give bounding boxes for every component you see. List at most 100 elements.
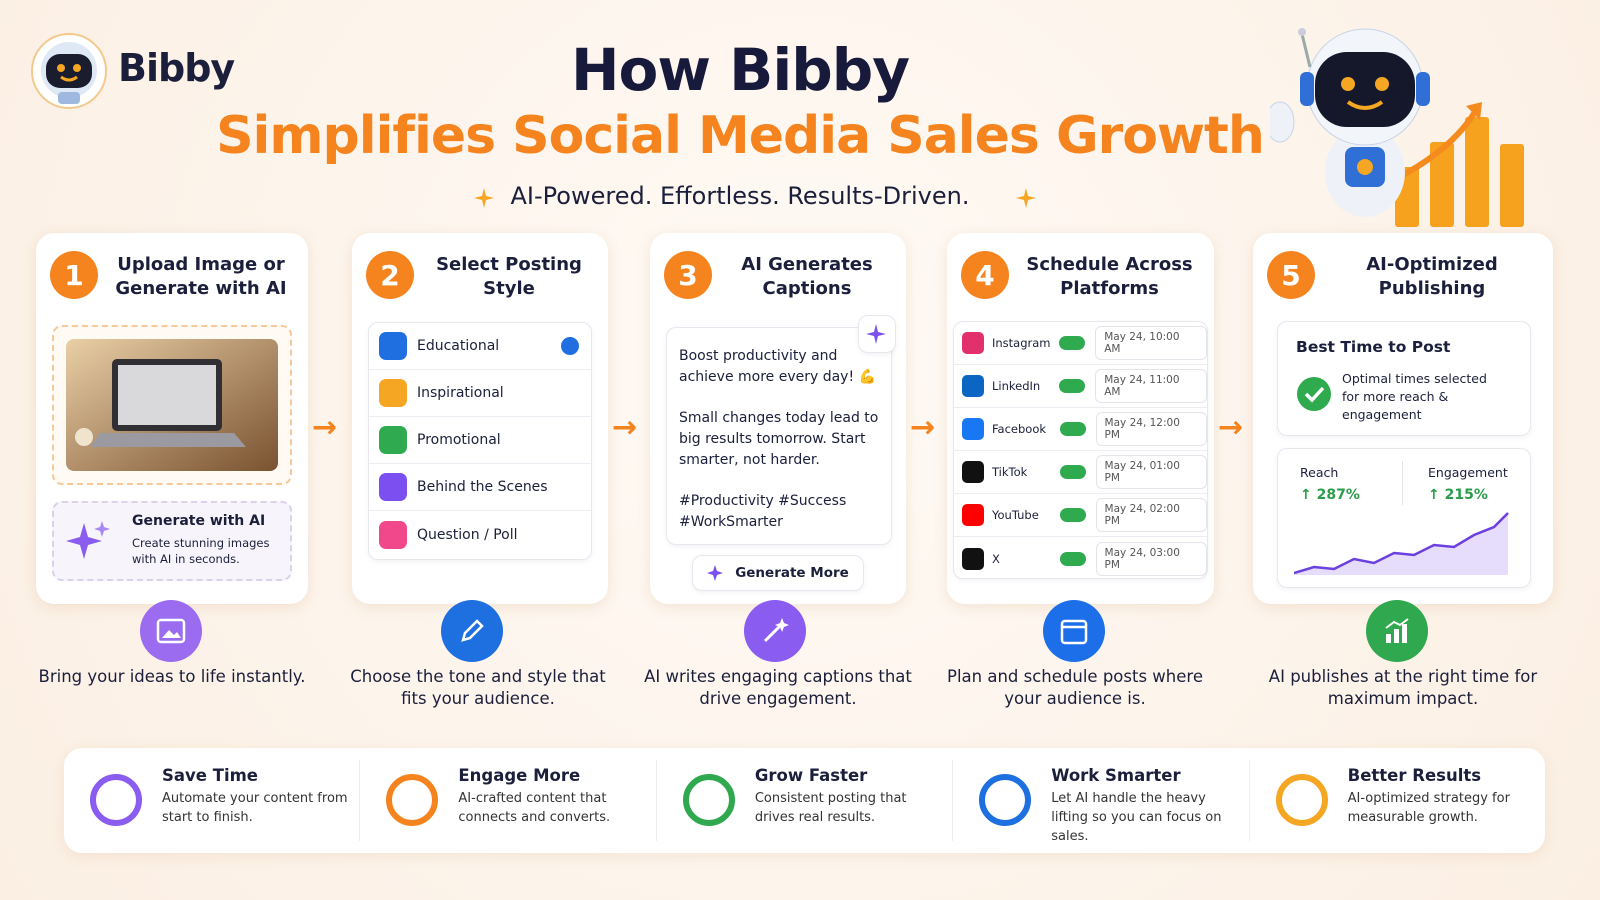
benefit-text-block: Better Results AI-optimized strategy for … (1348, 766, 1535, 827)
option-icon (379, 379, 407, 407)
sparkle-icon (66, 521, 110, 559)
flow-arrow: → (312, 410, 338, 445)
step-card: 5 AI-Optimized Publishing Best Time to P… (1253, 233, 1553, 604)
benefit-text-block: Grow Faster Consistent posting that drive… (755, 766, 942, 827)
option-icon (379, 426, 407, 454)
option-label: Educational (417, 338, 500, 354)
step-card: 3 AI Generates Captions Boost productivi… (650, 233, 906, 604)
metric-label: Engagement (1428, 465, 1508, 480)
caption-paragraph: Boost productivity and achieve more ever… (679, 348, 876, 385)
sparkle (474, 188, 494, 208)
magic-icon (763, 618, 789, 643)
platform-icon (962, 418, 984, 440)
platform-row: X May 24, 03:00 PM (954, 537, 1207, 580)
step-title: AI Generates Captions (741, 254, 873, 299)
platform-row: Instagram May 24, 10:00 AM (954, 322, 1207, 365)
benefit-title: Engage More (458, 766, 581, 785)
step-card: 1 Upload Image or Generate with AI Gener… (36, 233, 308, 604)
flow-arrow: → (612, 410, 638, 445)
platform-row: YouTube May 24, 02:00 PM (954, 494, 1207, 537)
toggle[interactable] (1059, 508, 1086, 522)
option-label: Promotional (417, 432, 501, 448)
sparkle-icon (866, 324, 886, 344)
metric-value: ↑ 287% (1300, 487, 1360, 503)
benefits-bar: Save Time Automate your content from star… (64, 748, 1545, 853)
option-icon (379, 332, 407, 360)
benefit-title: Better Results (1347, 766, 1482, 785)
platform-icon (962, 504, 984, 526)
check-icon (1297, 377, 1331, 411)
step-icon (140, 600, 202, 662)
trend-graphic (1294, 512, 1509, 575)
platform-list: Instagram May 24, 10:00 AM LinkedIn May 24,… (953, 321, 1208, 579)
toggle[interactable] (1059, 465, 1086, 479)
platform-name: Instagram (992, 336, 1051, 350)
step-description: Choose the tone and style that fits your… (350, 667, 606, 708)
growth-icon (1385, 618, 1409, 643)
platform-icon (962, 375, 984, 397)
style-option[interactable]: Question / Poll (369, 511, 591, 558)
toggle[interactable] (1059, 379, 1086, 393)
step-number: 1 (50, 251, 98, 299)
step-card: 2 Select Posting Style Educational Inspir… (352, 233, 608, 604)
schedule-time: May 24, 01:00 PM (1095, 455, 1207, 489)
style-option[interactable]: Educational (369, 323, 591, 370)
upload-area[interactable] (52, 325, 292, 485)
mascot (1270, 28, 1524, 227)
title: How Bibby (570, 36, 910, 104)
toggle[interactable] (1059, 551, 1086, 566)
flow-arrow: → (1218, 410, 1244, 445)
caption-paragraph: #Productivity #Success #WorkSmarter (679, 493, 847, 530)
step-number: 3 (664, 251, 712, 299)
selected-check (561, 337, 579, 355)
step-title: AI-Optimized Publishing (1366, 254, 1498, 299)
step-number: 2 (366, 251, 414, 299)
sparkle-icon (707, 565, 724, 581)
metric-label: Reach (1300, 465, 1339, 480)
step-icon (441, 600, 503, 662)
benefit: Engage More AI-crafted content that conne… (359, 760, 655, 841)
flow-arrow: → (910, 410, 936, 445)
photo (66, 339, 278, 471)
benefit-text: Consistent posting that drives real resu… (754, 791, 907, 825)
schedule-time: May 24, 11:00 AM (1095, 369, 1207, 403)
style-option[interactable]: Inspirational (369, 370, 591, 417)
step-card: 4 Schedule Across Platforms Instagram May… (947, 233, 1214, 604)
benefit-text-block: Engage More AI-crafted content that conne… (458, 766, 645, 827)
metrics-box: Reach ↑ 287% Engagement ↑ 215% (1277, 448, 1531, 588)
step-description: Bring your ideas to life instantly. (38, 667, 306, 686)
style-list: Educational Inspirational Promotional Behin… (368, 322, 592, 560)
generate-ai-box[interactable]: Generate with AI Create stunning images … (52, 501, 292, 581)
benefit-text: Let AI handle the heavy lifting so you c… (1051, 791, 1222, 844)
calendar-icon (1060, 619, 1088, 645)
step-icon (1366, 600, 1428, 662)
best-time-title: Best Time to Post (1296, 338, 1451, 356)
option-label: Behind the Scenes (417, 479, 548, 495)
schedule-time: May 24, 12:00 PM (1095, 412, 1207, 446)
step-title: Schedule Across Platforms (1026, 254, 1193, 299)
schedule-time: May 24, 02:00 PM (1095, 498, 1207, 532)
toggle[interactable] (1059, 422, 1086, 436)
style-option[interactable]: Promotional (369, 417, 591, 464)
ai-badge (858, 315, 896, 353)
benefit: Save Time Automate your content from star… (64, 748, 359, 853)
divider (1402, 461, 1403, 505)
image-icon (156, 618, 186, 644)
metric-value: ↑ 215% (1428, 487, 1488, 503)
generate-more-button[interactable]: Generate More (692, 555, 864, 591)
caption-paragraph: Small changes today lead to big results … (679, 410, 879, 468)
step-icon (744, 600, 806, 662)
benefit-title: Grow Faster (754, 766, 868, 785)
style-option[interactable]: Behind the Scenes (369, 464, 591, 511)
generate-title: Generate with AI (132, 513, 266, 529)
benefit: Grow Faster Consistent posting that drive… (655, 760, 952, 841)
benefit-icon (979, 774, 1032, 826)
platform-icon (962, 332, 984, 354)
toggle[interactable] (1059, 336, 1086, 350)
option-label: Inspirational (417, 385, 504, 401)
benefit-text: AI-optimized strategy for measurable gro… (1347, 791, 1510, 825)
option-icon (379, 520, 407, 549)
step-number: 4 (961, 251, 1009, 299)
platform-name: TikTok (992, 465, 1028, 479)
